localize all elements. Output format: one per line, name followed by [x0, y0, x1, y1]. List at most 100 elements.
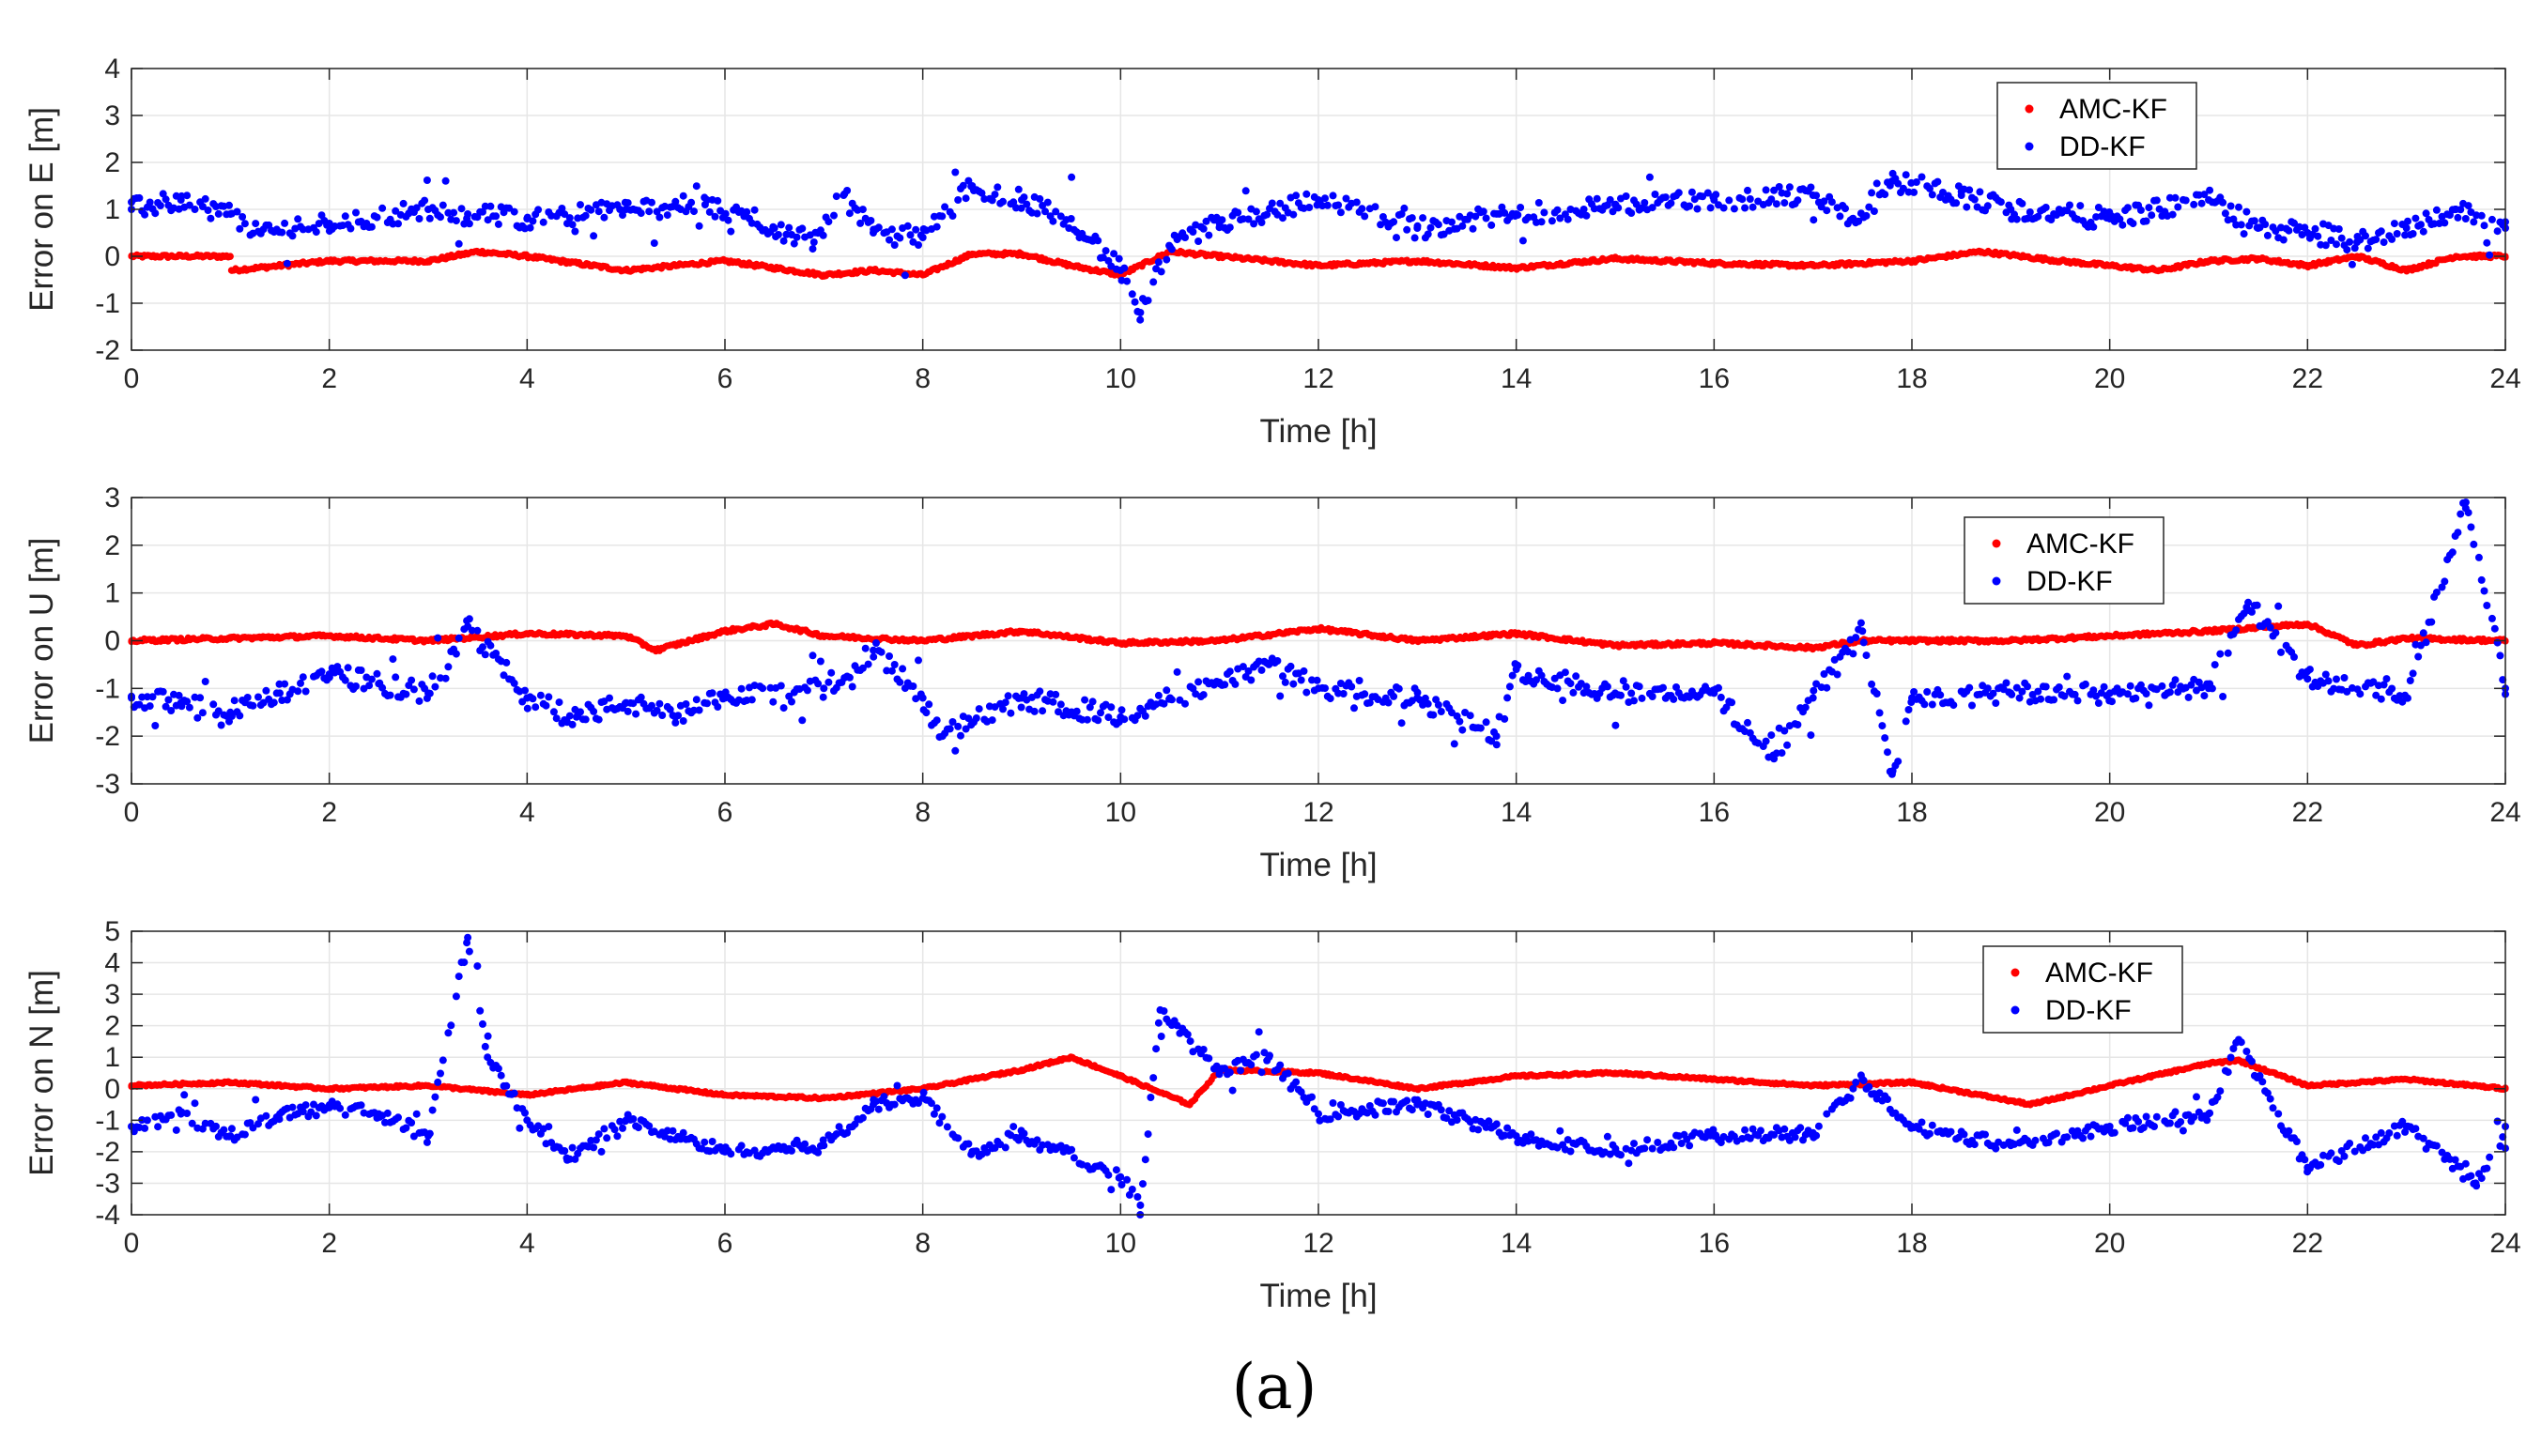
data-point — [999, 197, 1007, 206]
data-point — [819, 693, 827, 701]
data-point — [1424, 699, 1432, 708]
data-point — [951, 746, 960, 755]
data-point — [1371, 203, 1379, 211]
data-point — [1321, 194, 1329, 203]
x-tick-label: 2 — [321, 363, 337, 394]
data-point — [549, 708, 558, 716]
data-point — [1492, 741, 1501, 749]
data-point — [367, 222, 376, 231]
data-point — [1807, 183, 1815, 192]
data-point — [2240, 230, 2248, 238]
data-point — [2427, 618, 2436, 626]
data-point — [1887, 770, 1896, 778]
x-axis-label: Time [h] — [1259, 847, 1377, 883]
data-point — [600, 213, 609, 222]
data-point — [1868, 189, 1876, 197]
data-point — [771, 621, 778, 628]
data-point — [2303, 229, 2312, 237]
data-point — [1518, 237, 1527, 245]
data-point — [1458, 726, 1467, 734]
data-point — [1878, 722, 1887, 730]
data-point — [2441, 219, 2449, 227]
data-point — [2290, 652, 2298, 661]
data-point — [545, 693, 553, 701]
data-point — [1965, 186, 1974, 194]
data-point — [2197, 199, 2206, 207]
data-point — [424, 689, 432, 697]
data-point — [2057, 257, 2064, 265]
data-point — [1292, 192, 1301, 200]
data-point — [2480, 222, 2488, 230]
data-point — [1036, 194, 1044, 203]
data-point — [523, 630, 531, 637]
data-point — [1794, 196, 1802, 205]
data-point — [217, 721, 225, 729]
data-point — [1199, 691, 1208, 699]
data-point — [624, 199, 632, 207]
data-point — [809, 245, 817, 253]
data-point — [1231, 680, 1240, 688]
data-point — [1157, 268, 1165, 276]
panel-3: 0 2 4 6 8 10 12 14 16 18 20 22 24-4-3-2-1012345Time … — [23, 916, 2521, 1314]
data-point — [2041, 682, 2050, 691]
data-point — [695, 706, 703, 714]
data-point — [903, 222, 912, 230]
data-point — [454, 239, 463, 248]
data-point — [1894, 758, 1903, 766]
data-point — [2406, 677, 2414, 684]
data-point — [386, 691, 394, 699]
data-point — [1769, 751, 1778, 759]
data-point — [890, 661, 899, 668]
data-point — [915, 241, 922, 249]
data-point — [1794, 721, 1802, 728]
data-point — [1094, 716, 1102, 725]
data-point — [1823, 683, 1831, 692]
data-point — [439, 201, 447, 209]
data-point — [1904, 706, 1913, 713]
data-point — [896, 234, 904, 242]
data-point — [994, 183, 1002, 192]
data-point — [1687, 188, 1696, 196]
data-point — [1102, 247, 1110, 255]
y-tick-label: 0 — [104, 626, 120, 657]
data-point — [2142, 217, 2150, 225]
data-point — [2145, 204, 2153, 212]
data-point — [141, 210, 149, 219]
data-point — [1693, 205, 1702, 213]
data-point — [2205, 684, 2212, 693]
data-point — [1001, 698, 1009, 707]
data-point — [1194, 238, 1203, 245]
data-point — [819, 231, 827, 239]
data-point — [1313, 676, 1321, 684]
data-point — [1635, 682, 1643, 691]
data-point — [252, 220, 260, 228]
data-point — [770, 224, 778, 232]
data-point — [671, 713, 680, 721]
data-point — [1419, 214, 1427, 222]
legend-label: AMC-KF — [2059, 94, 2167, 125]
data-point — [972, 714, 980, 722]
data-point — [1738, 195, 1747, 204]
data-point — [434, 634, 442, 642]
data-point — [1268, 199, 1276, 207]
data-point — [254, 693, 262, 701]
data-point — [2041, 204, 2050, 211]
data-point — [262, 686, 270, 695]
data-point — [1348, 682, 1356, 691]
data-point — [375, 680, 383, 688]
x-tick-label: 8 — [915, 363, 931, 394]
data-point — [2100, 682, 2108, 691]
data-point — [999, 705, 1007, 713]
data-point — [2105, 215, 2114, 222]
data-point — [1923, 688, 1932, 696]
data-point — [2174, 203, 2182, 211]
data-point — [2118, 221, 2127, 229]
data-point — [1928, 700, 1936, 709]
data-point — [1622, 682, 1630, 691]
data-point — [424, 257, 432, 265]
data-point — [510, 207, 518, 216]
data-point — [2002, 679, 2010, 687]
data-point — [2136, 206, 2145, 214]
data-point — [1611, 254, 1619, 263]
data-point — [2382, 675, 2391, 683]
